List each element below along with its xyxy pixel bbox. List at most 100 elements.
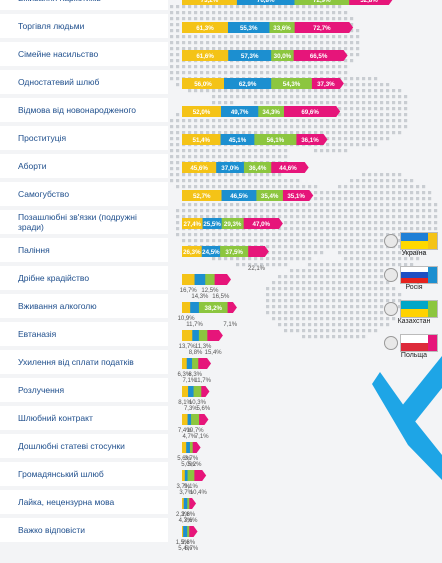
bar-1-6 (216, 162, 248, 173)
map-dot (356, 305, 360, 309)
map-dot (428, 197, 432, 201)
map-dot (242, 95, 246, 99)
bar-1-5 (220, 134, 259, 145)
map-dot (326, 119, 330, 123)
map-dot (368, 227, 372, 231)
map-dot (236, 209, 240, 213)
map-dot (356, 197, 360, 201)
map-dot (374, 293, 378, 297)
map-dot (356, 251, 360, 255)
map-dot (416, 215, 420, 219)
map-dot (170, 59, 174, 63)
data-label: 66,5% (310, 53, 328, 60)
map-dot (272, 65, 276, 69)
map-dot (176, 167, 180, 171)
map-dot (386, 107, 390, 111)
map-dot (248, 71, 252, 75)
map-dot (182, 131, 186, 135)
map-dot (194, 65, 198, 69)
map-dot (314, 317, 318, 321)
map-dot (344, 41, 348, 45)
bar-3-13 (198, 358, 212, 369)
map-dot (338, 197, 342, 201)
map-dot (290, 215, 294, 219)
map-dot (296, 275, 300, 279)
map-dot (362, 317, 366, 321)
map-dot (350, 281, 354, 285)
map-dot (320, 245, 324, 249)
map-dot (326, 95, 330, 99)
map-dot (308, 299, 312, 303)
map-dot (332, 305, 336, 309)
map-dot (314, 221, 318, 225)
map-dot (188, 71, 192, 75)
map-dot (380, 119, 384, 123)
legend-label: Казахстан (397, 318, 431, 325)
map-dot (224, 209, 228, 213)
map-dot (206, 71, 210, 75)
map-dot (200, 203, 204, 207)
map-dot (320, 215, 324, 219)
map-dot (200, 185, 204, 189)
map-dot (170, 77, 174, 81)
map-dot (404, 113, 408, 117)
category-label: Ухилення від сплати податків (0, 350, 168, 374)
map-dot (308, 245, 312, 249)
map-dot (284, 275, 288, 279)
map-dot (428, 215, 432, 219)
map-dot (302, 5, 306, 9)
map-dot (266, 305, 270, 309)
map-dot (356, 239, 360, 243)
map-dot (344, 305, 348, 309)
map-dot (302, 131, 306, 135)
flag-icon (400, 300, 438, 318)
map-dot (284, 263, 288, 267)
map-dot (242, 47, 246, 51)
map-dot (308, 233, 312, 237)
map-dot (422, 197, 426, 201)
map-dot (212, 149, 216, 153)
map-dot (170, 137, 174, 141)
map-dot (308, 35, 312, 39)
map-dot (338, 329, 342, 333)
map-dot (386, 131, 390, 135)
map-dot (278, 47, 282, 51)
map-dot (308, 251, 312, 255)
map-dot (368, 77, 372, 81)
map-dot (200, 149, 204, 153)
map-dot (356, 335, 360, 339)
map-dot (242, 233, 246, 237)
map-dot (386, 119, 390, 123)
map-dot (296, 251, 300, 255)
map-dot (236, 89, 240, 93)
map-dot (278, 209, 282, 213)
map-dot (356, 257, 360, 261)
map-dot (368, 107, 372, 111)
map-dot (266, 245, 270, 249)
map-dot (374, 281, 378, 285)
map-dot (362, 329, 366, 333)
map-dot (314, 5, 318, 9)
map-dot (218, 173, 222, 177)
map-dot (350, 185, 354, 189)
map-dot (356, 269, 360, 273)
map-dot (344, 47, 348, 51)
map-dot (272, 155, 276, 159)
map-dot (182, 5, 186, 9)
map-dot (284, 65, 288, 69)
map-dot (410, 215, 414, 219)
map-dot (254, 41, 258, 45)
map-dot (356, 221, 360, 225)
map-dot (218, 35, 222, 39)
map-dot (296, 125, 300, 129)
map-dot (212, 203, 216, 207)
map-dot (272, 233, 276, 237)
map-dot (224, 239, 228, 243)
map-dot (182, 233, 186, 237)
map-dot (266, 35, 270, 39)
map-dot (206, 203, 210, 207)
bar-3-18 (189, 498, 197, 509)
map-dot (392, 179, 396, 183)
category-label: Торгівля людьми (0, 14, 168, 38)
map-dot (242, 41, 246, 45)
